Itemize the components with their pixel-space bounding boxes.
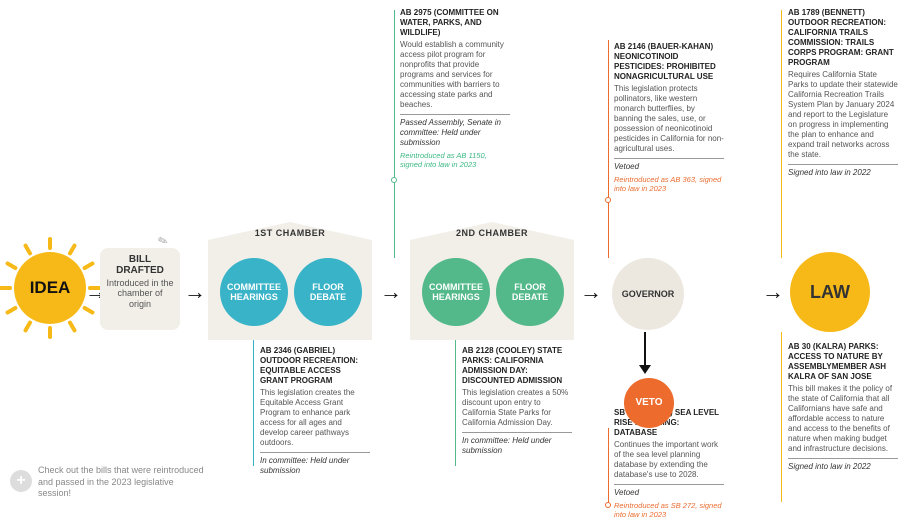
anno-ab2346-status: In committee: Held under submission <box>260 452 370 476</box>
anno-ab1789-status: Signed into law in 2022 <box>788 164 898 178</box>
anno-ab2346-title: AB 2346 (GABRIEL) OUTDOOR RECREATION: EQ… <box>260 346 370 386</box>
anno-ab2146-reintro: Reintroduced as AB 363, signed into law … <box>614 175 724 194</box>
line-ab2975 <box>394 10 395 258</box>
anno-ab30-status: Signed into law in 2022 <box>788 458 898 472</box>
plus-icon: + <box>10 470 32 492</box>
anno-ab2128-status: In committee: Held under submission <box>462 432 572 456</box>
dot-ab2146 <box>605 197 611 203</box>
arrow-bill-to-ch1: → <box>184 279 206 305</box>
arrow-ch2-to-gov: → <box>580 279 602 305</box>
anno-ab1789: AB 1789 (BENNETT) OUTDOOR RECREATION: CA… <box>788 8 898 178</box>
bill-drafted-node: BILL DRAFTED Introduced in the chamber o… <box>100 248 180 330</box>
idea-node: IDEA <box>14 252 86 324</box>
anno-ab2146: AB 2146 (BAUER-KAHAN) NEONICOTINOID PEST… <box>614 42 724 194</box>
line-ab1789 <box>781 10 782 258</box>
line-sb867 <box>608 428 609 508</box>
anno-ab2975-reintro: Reintroduced as AB 1150, signed into law… <box>400 151 510 170</box>
ch2-committee: COMMITTEE HEARINGS <box>422 258 490 326</box>
anno-ab2146-title: AB 2146 (BAUER-KAHAN) NEONICOTINOID PEST… <box>614 42 724 82</box>
line-ab2128 <box>455 326 456 466</box>
law-node: LAW <box>790 252 870 332</box>
ch1-floor: FLOOR DEBATE <box>294 258 362 326</box>
anno-ab2975: AB 2975 (COMMITTEE ON WATER, PARKS, AND … <box>400 8 510 170</box>
bill-drafted-sub: Introduced in the chamber of origin <box>106 278 174 309</box>
anno-ab2146-body: This legislation protects pollinators, l… <box>614 84 724 154</box>
pencil-icon: ✎ <box>156 233 170 250</box>
line-ab2346 <box>253 326 254 466</box>
governor-node: GOVERNOR <box>612 258 684 330</box>
anno-ab2146-status: Vetoed <box>614 158 724 172</box>
line-ab2146 <box>608 40 609 258</box>
anno-ab2128-body: This legislation creates a 50% discount … <box>462 388 572 428</box>
ch2-floor: FLOOR DEBATE <box>496 258 564 326</box>
anno-sb867-body: Continues the important work of the sea … <box>614 440 724 480</box>
anno-ab1789-title: AB 1789 (BENNETT) OUTDOOR RECREATION: CA… <box>788 8 898 68</box>
arrow-ch1-to-ch2: → <box>380 279 402 305</box>
dot-ab2975 <box>391 177 397 183</box>
anno-ab30-body: This bill makes it the policy of the sta… <box>788 384 898 454</box>
anno-ab2975-title: AB 2975 (COMMITTEE ON WATER, PARKS, AND … <box>400 8 510 38</box>
anno-ab2975-status: Passed Assembly, Senate in committee: He… <box>400 114 510 148</box>
line-ab30 <box>781 332 782 502</box>
second-chamber-label: 2ND CHAMBER <box>410 228 574 238</box>
bill-drafted-title: BILL DRAFTED <box>106 254 174 276</box>
veto-node: VETO <box>624 378 674 428</box>
arrow-gov-to-veto <box>644 332 646 372</box>
anno-ab2346: AB 2346 (GABRIEL) OUTDOOR RECREATION: EQ… <box>260 346 370 476</box>
anno-sb867-status: Vetoed <box>614 484 724 498</box>
ch1-committee: COMMITTEE HEARINGS <box>220 258 288 326</box>
footer-note: Check out the bills that were reintroduc… <box>38 465 208 500</box>
anno-ab2128: AB 2128 (COOLEY) STATE PARKS: CALIFORNIA… <box>462 346 572 456</box>
anno-sb867: SB 867 (LAIRD) SEA LEVEL RISE PLANNING: … <box>614 408 724 520</box>
anno-ab30: AB 30 (KALRA) PARKS: ACCESS TO NATURE BY… <box>788 342 898 472</box>
anno-ab2346-body: This legislation creates the Equitable A… <box>260 388 370 448</box>
anno-sb867-reintro: Reintroduced as SB 272, signed into law … <box>614 501 724 520</box>
arrow-gov-to-law: → <box>762 279 784 305</box>
first-chamber-label: 1ST CHAMBER <box>208 228 372 238</box>
anno-ab2128-title: AB 2128 (COOLEY) STATE PARKS: CALIFORNIA… <box>462 346 572 386</box>
anno-ab30-title: AB 30 (KALRA) PARKS: ACCESS TO NATURE BY… <box>788 342 898 382</box>
anno-ab2975-body: Would establish a community access pilot… <box>400 40 510 110</box>
anno-ab1789-body: Requires California State Parks to updat… <box>788 70 898 160</box>
dot-sb867 <box>605 502 611 508</box>
